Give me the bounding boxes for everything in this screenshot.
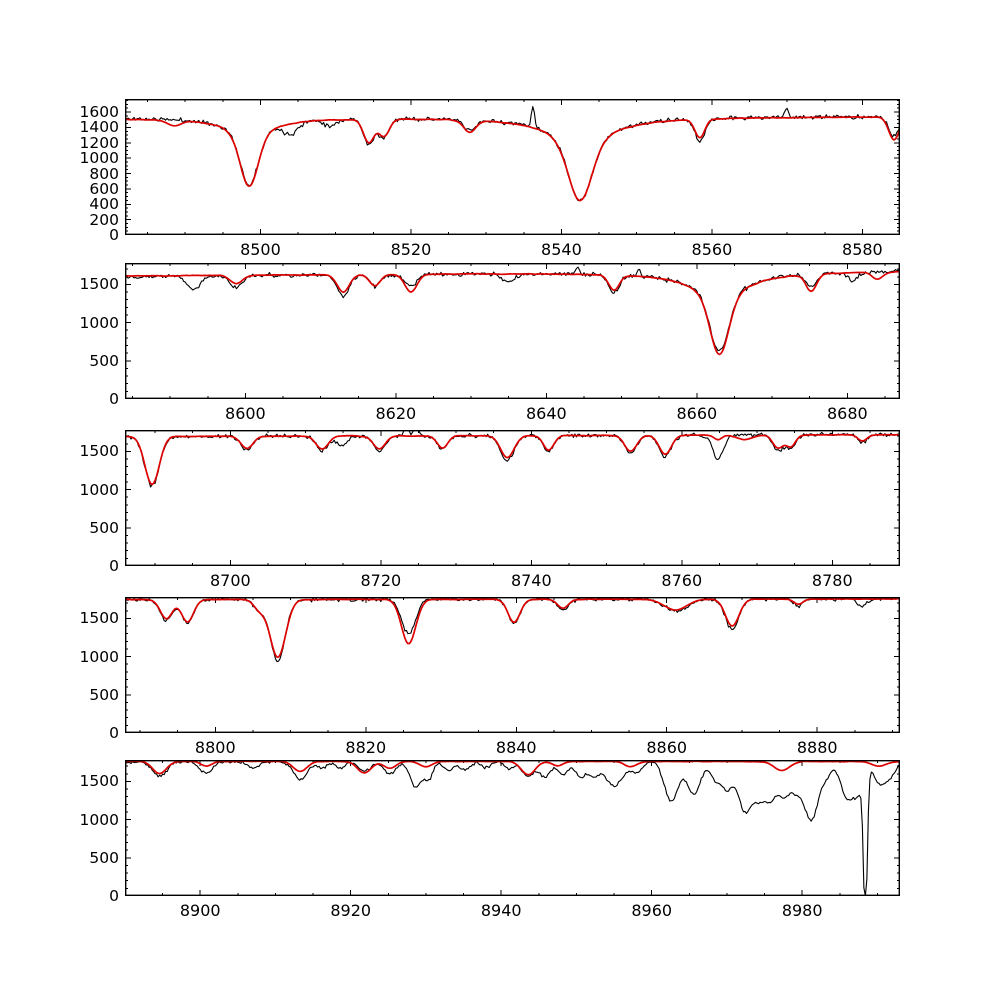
observed-spectrum-line (125, 266, 900, 352)
y-tick-label: 1000 (79, 313, 119, 332)
y-tick-label: 1500 (79, 442, 119, 461)
y-tick-label: 1400 (79, 118, 119, 137)
panel-axes-2 (125, 263, 900, 399)
observed-spectrum-line (125, 597, 900, 663)
x-tick-label: 8680 (826, 404, 868, 423)
x-tick-label: 8500 (240, 240, 281, 259)
x-tick-label: 8940 (480, 901, 522, 920)
axes-frame (125, 597, 900, 733)
y-tick-label: 0 (109, 226, 119, 244)
spectrum-panel-1 (125, 99, 900, 235)
x-tick-label: 8700 (209, 571, 251, 590)
model-fit-line (125, 270, 900, 356)
x-tick-label: 8840 (495, 738, 537, 757)
observed-spectrum-line (125, 106, 900, 202)
y-tick-label: 1500 (79, 609, 119, 628)
x-tick-label: 8660 (676, 404, 718, 423)
y-tick-label: 1600 (79, 103, 119, 122)
x-tick-label: 8620 (375, 404, 417, 423)
x-tick-label: 8860 (646, 738, 688, 757)
x-tick-label: 8720 (360, 571, 402, 590)
y-tick-label: 1200 (79, 133, 119, 152)
model-fit-line (125, 597, 900, 658)
spectrum-panel-5 (125, 760, 900, 896)
axes-frame (125, 430, 900, 566)
y-tick-label: 0 (109, 390, 119, 408)
y-tick-label: 200 (89, 210, 119, 229)
axis-ticks (125, 760, 900, 896)
y-tick-label: 1000 (79, 810, 119, 829)
panel-axes-5 (125, 760, 900, 896)
axes-frame (125, 760, 900, 896)
x-tick-label: 8980 (781, 901, 823, 920)
y-tick-label: 0 (109, 724, 119, 742)
y-tick-label: 1500 (79, 275, 119, 294)
x-tick-label: 8880 (796, 738, 838, 757)
x-tick-label: 8920 (330, 901, 372, 920)
observed-spectrum-line (125, 430, 900, 488)
y-tick-label: 1000 (79, 149, 119, 168)
axes-frame (125, 99, 900, 235)
y-tick-label: 600 (89, 179, 119, 198)
x-tick-label: 8760 (661, 571, 703, 590)
y-tick-label: 800 (89, 164, 119, 183)
axes-frame (125, 263, 900, 399)
y-tick-label: 1500 (79, 772, 119, 791)
spectrum-panel-4 (125, 597, 900, 733)
x-tick-label: 8520 (390, 240, 432, 259)
x-tick-label: 8640 (525, 404, 567, 423)
panel-axes-4 (125, 597, 900, 733)
x-tick-label: 8600 (225, 404, 266, 423)
spectrum-panel-3 (125, 430, 900, 566)
x-tick-label: 8900 (179, 901, 221, 920)
model-fit-line (125, 433, 900, 486)
x-tick-label: 8540 (541, 240, 582, 259)
x-tick-label: 8960 (631, 901, 673, 920)
y-tick-label: 1000 (79, 480, 119, 499)
observed-spectrum-line (125, 760, 900, 896)
y-tick-label: 500 (89, 518, 119, 537)
y-tick-label: 0 (109, 887, 119, 905)
y-tick-label: 0 (109, 557, 119, 575)
x-tick-label: 8560 (691, 240, 733, 259)
y-tick-label: 500 (89, 685, 119, 704)
y-tick-label: 1000 (79, 647, 119, 666)
model-fit-line (125, 115, 900, 202)
x-tick-label: 8820 (345, 738, 387, 757)
x-tick-label: 8800 (194, 738, 236, 757)
spectrum-panel-2 (125, 263, 900, 399)
x-tick-label: 8580 (842, 240, 883, 259)
panel-axes-1 (125, 99, 900, 235)
model-fit-line (125, 760, 900, 776)
x-tick-label: 8780 (811, 571, 853, 590)
axis-ticks (125, 597, 900, 733)
y-tick-label: 500 (89, 351, 119, 370)
y-tick-label: 500 (89, 848, 119, 867)
y-tick-label: 400 (89, 195, 119, 214)
panel-axes-3 (125, 430, 900, 566)
x-tick-label: 8740 (510, 571, 552, 590)
